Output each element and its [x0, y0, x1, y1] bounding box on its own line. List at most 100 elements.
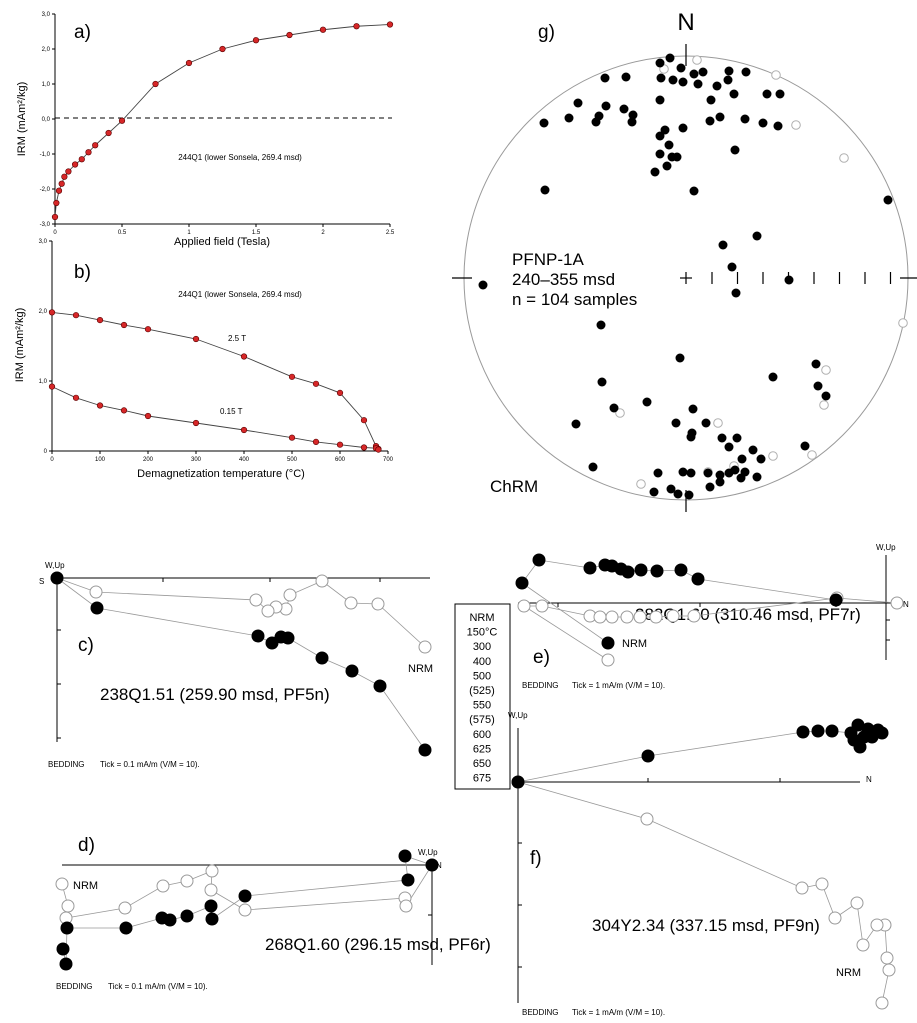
stereonet-lower-hemisphere-point: [678, 77, 688, 87]
stereonet-lower-hemisphere-point: [684, 490, 694, 500]
stereonet-lower-hemisphere-point: [705, 116, 715, 126]
stereonet-lower-hemisphere-point: [698, 67, 708, 77]
panel-f-horizontal-point: [811, 724, 825, 738]
panel-d-up-label: W,Up: [418, 848, 438, 857]
panel-a-point: [353, 23, 360, 30]
panel-d-footer-coord: BEDDING: [56, 982, 92, 991]
panel-e-horizontal-point: [674, 563, 688, 577]
panel-a-series: [51, 21, 394, 221]
legend-step: (575): [469, 714, 495, 726]
legend-step: 675: [473, 773, 491, 785]
panel-b-label: b): [74, 262, 91, 283]
panel-e-vertical-point: [666, 609, 680, 623]
panel-b-x-tick-label: 600: [335, 457, 346, 463]
stereonet-site-label: PFNP-1A: [512, 250, 584, 269]
panel-f-footer-tick: Tick = 1 mA/m (V/M = 10).: [572, 1008, 665, 1017]
panel-a-point: [85, 149, 92, 156]
panel-a-point: [319, 26, 327, 33]
stereonet-upper-hemisphere-point: [713, 418, 723, 428]
panel-f: W,Up N f) 304Y2.34 (337.15 msd, PF9n) NR…: [508, 711, 896, 1017]
panel-d-vertical-point: [399, 899, 413, 913]
stereonet-lower-hemisphere-point: [678, 467, 688, 477]
panel-d-horizontal-point: [205, 912, 219, 926]
stereonet-lower-hemisphere-point: [706, 95, 716, 105]
panel-f-horizontal-point: [511, 775, 525, 789]
stereonet-lower-hemisphere-point: [730, 465, 740, 475]
panel-d-nrm-label: NRM: [73, 880, 98, 892]
panel-c-footer-tick: Tick = 0.1 mA/m (V/M = 10).: [100, 760, 200, 769]
panel-a-point: [286, 31, 293, 39]
panel-e-n-label: N: [903, 600, 909, 609]
panel-d-horizontal-point: [401, 873, 415, 887]
stereonet-lower-hemisphere-point: [703, 468, 713, 478]
stereonet-lower-hemisphere-point: [724, 442, 734, 452]
panel-f-horizontal-point: [641, 749, 655, 763]
stereonet-lower-hemisphere-point: [571, 419, 581, 429]
panel-a-x-label: Applied field (Tesla): [174, 236, 270, 248]
stereonet-upper-hemisphere-point: [636, 479, 646, 489]
panel-a-x-tick-label: 0: [53, 230, 57, 236]
panel-b-y-label: IRM (mAm²/kg): [14, 308, 26, 383]
panel-b-point: [240, 353, 248, 360]
stereonet-lower-hemisphere-point: [686, 432, 696, 442]
stereonet-lower-hemisphere-point: [729, 89, 739, 99]
demag-step-legend: NRM 150°C 300 400 500 (525) 550 (575) 600 625 650 6…: [454, 603, 511, 790]
stereonet-upper-hemisphere-point: [821, 365, 831, 375]
stereonet-lower-hemisphere-point: [678, 123, 688, 133]
panel-c-vertical-point: [249, 593, 263, 607]
legend-step: 550: [473, 700, 491, 712]
panel-a-point: [105, 129, 112, 137]
stereonet-upper-hemisphere-point: [615, 408, 625, 418]
legend-step: 500: [473, 670, 491, 682]
panel-a-x-ticks: 0 0.5 1 1.5 2 2.5: [53, 224, 395, 236]
stereonet-lower-hemisphere-point: [649, 487, 659, 497]
panel-a-point: [61, 173, 68, 180]
stereonet-lower-hemisphere-point: [660, 125, 670, 135]
panel-b-y-tick-label: 1,0: [39, 379, 48, 385]
panel-d-vertical-point: [204, 883, 218, 897]
panel-e-horizontal-point: [829, 593, 843, 607]
panel-d-sample-label: 268Q1.60 (296.15 msd, PF6r): [265, 935, 491, 954]
panel-f-label: f): [530, 848, 542, 869]
panel-c-horizontal-point: [90, 601, 104, 615]
stereonet-lower-hemisphere-point: [752, 472, 762, 482]
panel-b-point: [120, 407, 128, 414]
panel-b-point: [360, 417, 368, 424]
stereonet-lower-hemisphere-point: [737, 454, 747, 464]
panel-c-horizontal-point: [418, 743, 432, 757]
stereonet-lower-hemisphere-point: [655, 131, 665, 141]
panel-a-point: [386, 21, 394, 28]
panel-b-series: [48, 309, 382, 453]
stereonet-lower-hemisphere-point: [727, 262, 737, 272]
stereonet-lower-hemisphere-point: [666, 484, 676, 494]
panel-a-series-line: [54, 24, 391, 218]
panel-f-nrm-label: NRM: [836, 967, 861, 979]
stereonet-lower-hemisphere-point: [715, 477, 725, 487]
stereonet-lower-hemisphere-point: [784, 275, 794, 285]
panel-f-vertical-path: [517, 781, 890, 1004]
panel-f-vertical-point: [815, 877, 829, 891]
panel-a-x-tick-label: 0.5: [118, 230, 127, 236]
panel-a-y-ticks: -3,0 -2,0 -1,0 0,0 1,0 2,0 3,0: [40, 12, 55, 228]
stereonet-lower-hemisphere-point: [715, 470, 725, 480]
stereonet-lower-hemisphere-point: [671, 418, 681, 428]
legend-items: NRM 150°C 300 400 500 (525) 550 (575) 600 625 650 6…: [467, 612, 498, 785]
legend-step: 650: [473, 758, 491, 770]
panel-b-point: [312, 380, 320, 387]
stereonet-lower-hemisphere-point: [723, 75, 733, 85]
panel-b-point: [336, 441, 344, 448]
stereonet-lower-hemisphere-point: [705, 482, 715, 492]
stereonet-north-label: N: [677, 9, 694, 36]
panel-e-vertical-point: [649, 610, 663, 624]
stereonet-upper-hemisphere-point: [791, 120, 801, 130]
panel-f-sample-label: 304Y2.34 (337.15 msd, PF9n): [592, 916, 820, 935]
stereonet-component-label: ChRM: [490, 477, 538, 496]
stereonet-points: [478, 53, 908, 500]
panel-b-point: [288, 373, 296, 380]
panel-g-label: g): [538, 22, 555, 43]
panel-d: W,Up N d) NRM 268Q1.60 (296.15 msd, PF6r…: [55, 835, 491, 991]
panel-f-ticks: [518, 778, 781, 968]
panel-d-vertical-point: [156, 879, 170, 893]
panel-e-horizontal-point: [691, 572, 705, 586]
